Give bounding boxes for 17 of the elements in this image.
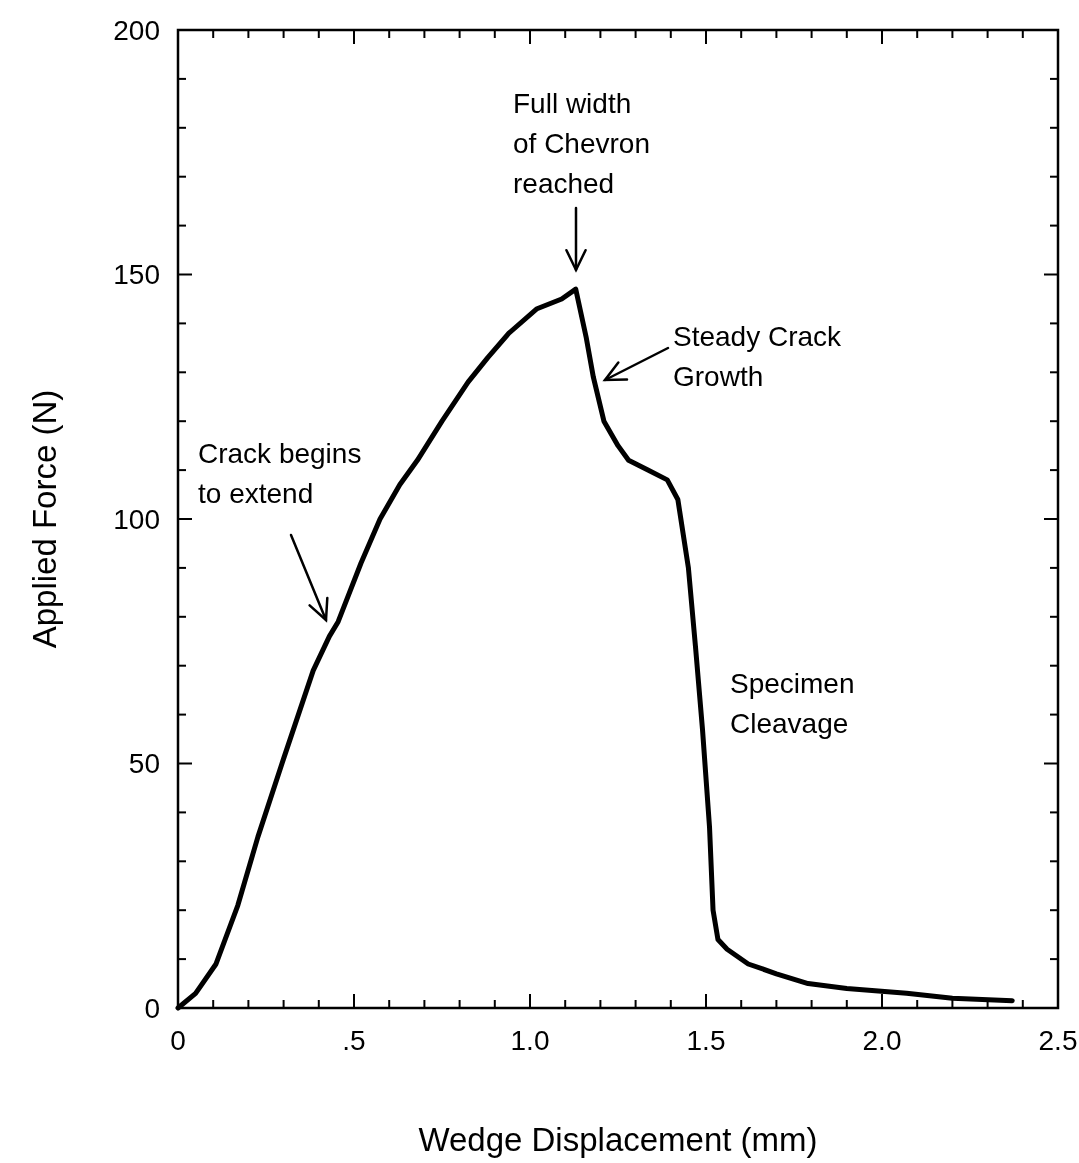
x-tick-label: .5 [342, 1025, 366, 1056]
x-tick-label: 2.0 [862, 1025, 902, 1056]
y-tick-label: 150 [113, 259, 160, 291]
x-tick-label: 0 [170, 1025, 186, 1056]
annotation: Steady Crack Growth [673, 321, 843, 392]
annotation: Specimen Cleavage [730, 668, 855, 739]
x-tick-label: 1.5 [686, 1025, 726, 1056]
y-tick-label: 200 [113, 14, 160, 46]
annotation: Crack begins to extend [198, 438, 362, 509]
y-tick-label: 50 [128, 748, 160, 780]
y-tick-label: 0 [144, 992, 160, 1024]
annotation: Full width of Chevron reached [513, 88, 650, 199]
x-tick-label: 2.5 [1038, 1025, 1078, 1056]
y-axis-title: Applied Force (N) [26, 389, 63, 649]
x-axis-title: Wedge Displacement (mm) [418, 1121, 818, 1158]
x-tick-label: 1.0 [510, 1025, 550, 1056]
y-tick-label: 100 [113, 503, 160, 535]
